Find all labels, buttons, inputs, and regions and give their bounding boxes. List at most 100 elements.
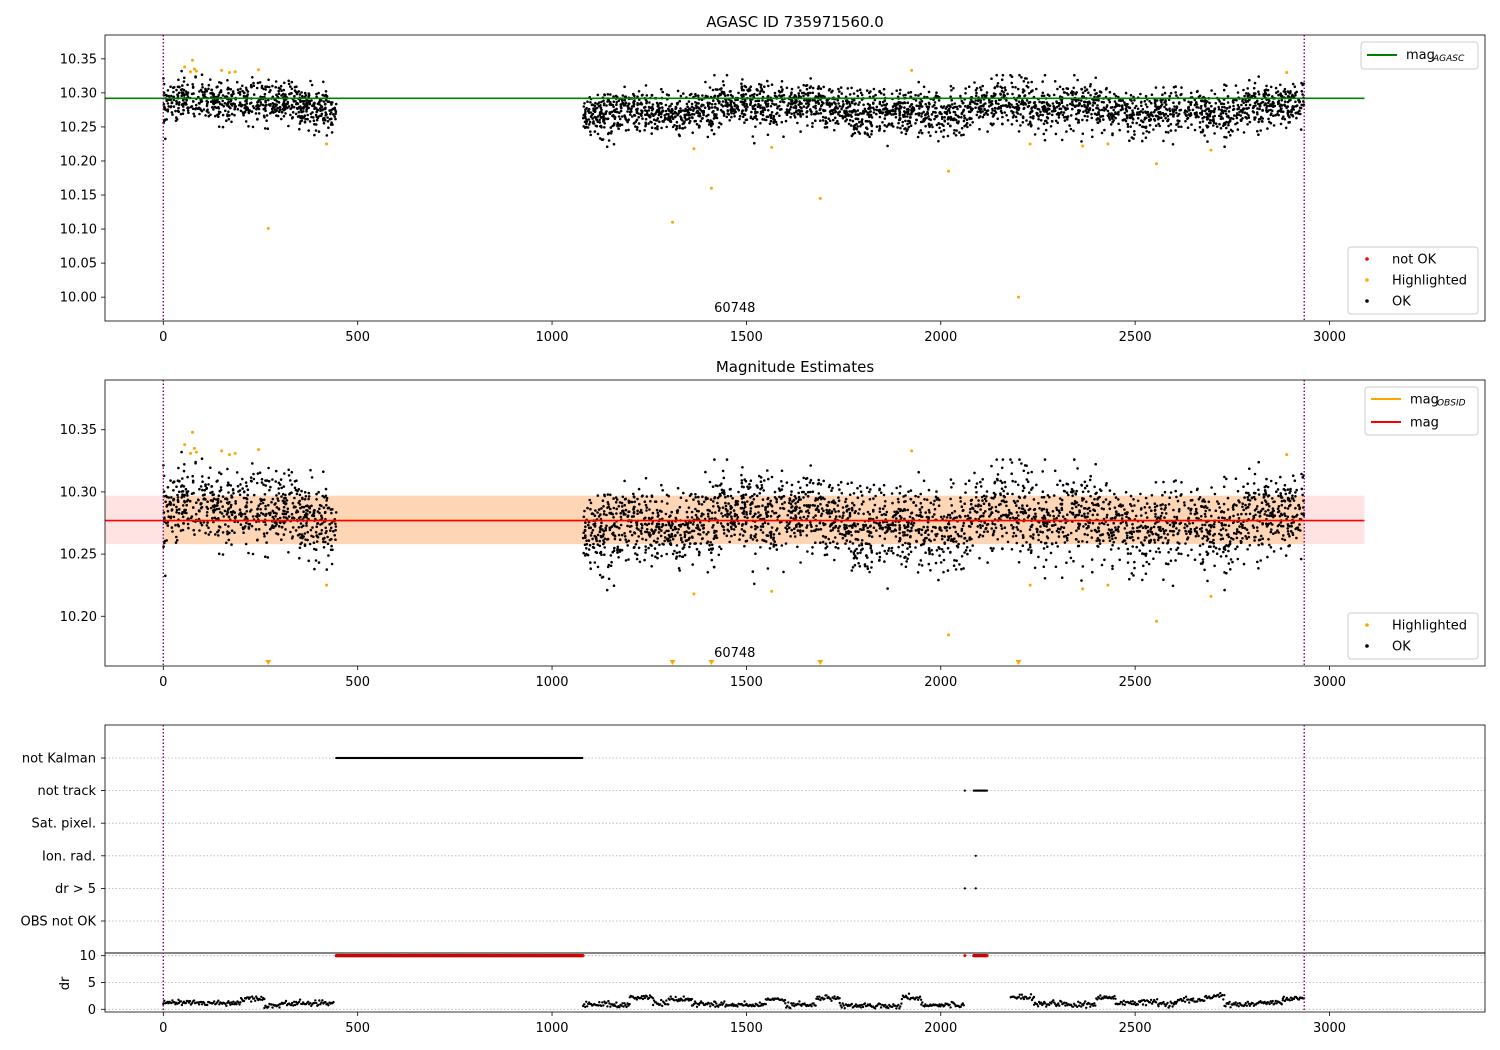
ok-point <box>282 105 286 109</box>
ok-point <box>265 479 269 482</box>
ok-point <box>312 102 316 105</box>
ok-point <box>1087 490 1090 493</box>
ok-point <box>333 107 336 111</box>
ok-point <box>201 90 204 94</box>
ok-point <box>1160 100 1163 104</box>
ok-point <box>1131 102 1134 105</box>
ok-point <box>966 106 969 109</box>
ok-point <box>966 125 969 129</box>
ok-point <box>1056 545 1059 548</box>
ok-point <box>1202 534 1206 538</box>
ok-point <box>1003 94 1006 97</box>
ok-point <box>974 99 977 102</box>
ok-point <box>785 113 789 116</box>
ok-point <box>242 496 246 500</box>
ok-point <box>287 468 291 472</box>
ok-point <box>300 534 304 538</box>
ok-point <box>233 102 236 106</box>
ok-point <box>1180 481 1183 484</box>
ok-point <box>632 102 636 106</box>
ok-point <box>258 514 261 517</box>
ok-point <box>205 514 209 517</box>
ok-point <box>1141 578 1144 582</box>
ok-point <box>1295 90 1298 94</box>
ok-point <box>856 94 860 98</box>
ok-point <box>280 538 283 541</box>
ok-point <box>180 91 184 94</box>
ok-point <box>821 115 825 119</box>
ok-point <box>1294 104 1298 108</box>
ok-point <box>182 108 185 112</box>
ok-point <box>1056 111 1060 115</box>
ok-point <box>797 92 800 95</box>
ok-point <box>587 108 591 111</box>
ok-point <box>706 101 709 105</box>
ok-point <box>1189 91 1193 95</box>
ok-point <box>165 539 168 542</box>
y-tick-label: 10.25 <box>60 120 97 135</box>
ok-point <box>1283 506 1287 510</box>
ok-point <box>774 120 778 124</box>
ok-point <box>737 108 741 112</box>
ok-point <box>1197 115 1200 119</box>
ok-point <box>221 531 225 534</box>
ok-point <box>1248 103 1252 107</box>
ok-point <box>305 509 308 512</box>
ok-point <box>1133 99 1136 102</box>
legend-label: Highlighted <box>1392 274 1467 289</box>
ok-point <box>644 84 648 87</box>
ok-point <box>178 480 181 483</box>
ok-point <box>1272 550 1276 553</box>
ok-point <box>671 112 675 115</box>
ok-points <box>162 450 1306 592</box>
ok-point <box>246 90 250 93</box>
ok-point <box>947 116 950 119</box>
ok-point <box>1021 88 1025 91</box>
ok-point <box>1125 531 1128 535</box>
ok-point <box>971 100 974 103</box>
ok-point <box>794 95 798 98</box>
ok-point <box>1033 106 1037 110</box>
ok-point <box>780 120 784 124</box>
ok-point <box>658 120 661 124</box>
ok-point <box>1284 126 1288 130</box>
ok-point <box>315 525 319 528</box>
ok-point <box>787 509 791 513</box>
ok-point <box>656 127 659 131</box>
ok-point <box>668 120 672 123</box>
ok-point <box>593 130 597 133</box>
ok-point <box>1168 107 1171 110</box>
ok-point <box>302 516 306 519</box>
ok-point <box>724 504 728 508</box>
ok-point <box>767 522 770 525</box>
ok-point <box>1173 105 1176 108</box>
ok-point <box>811 98 815 102</box>
ok-point <box>726 109 729 112</box>
ok-point <box>934 114 937 118</box>
ok-point <box>1230 116 1233 120</box>
ok-point <box>1161 527 1165 531</box>
ok-point <box>1183 111 1186 114</box>
ok-point <box>1071 93 1074 97</box>
ok-point <box>618 124 622 127</box>
ok-point <box>690 105 694 109</box>
ok-point <box>1066 115 1070 118</box>
ok-point <box>1245 112 1249 115</box>
ok-point <box>597 101 601 104</box>
ok-point <box>901 124 904 127</box>
ok-point <box>211 499 214 503</box>
legend-frame <box>1347 246 1479 315</box>
ok-point <box>1046 121 1049 125</box>
ok-point <box>265 541 268 544</box>
ok-point <box>1162 578 1165 581</box>
ok-point <box>331 548 334 552</box>
ok-point <box>869 106 872 109</box>
x-tick-label: 1500 <box>730 330 763 345</box>
ok-point <box>217 529 221 532</box>
ok-point <box>727 502 730 505</box>
ok-point <box>775 112 778 116</box>
ok-point <box>198 509 201 513</box>
ok-point <box>700 514 703 518</box>
ok-point <box>582 105 586 108</box>
ok-point <box>805 99 808 102</box>
